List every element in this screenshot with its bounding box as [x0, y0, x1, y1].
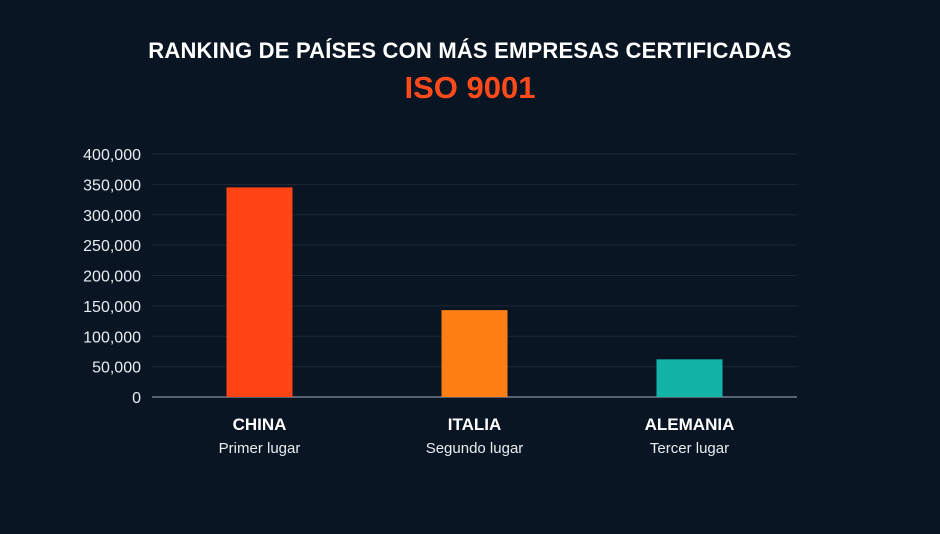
category-label: CHINA: [233, 415, 287, 434]
y-tick-label: 200,000: [83, 269, 141, 286]
y-tick-label: 300,000: [83, 208, 141, 225]
chart-subtitle: ISO 9001: [404, 70, 536, 105]
y-tick-label: 400,000: [83, 147, 141, 164]
chart-title: RANKING DE PAÍSES CON MÁS EMPRESAS CERTI…: [148, 38, 792, 63]
y-tick-label: 150,000: [83, 299, 141, 316]
y-tick-label: 0: [132, 390, 141, 407]
category-label: ITALIA: [448, 415, 502, 434]
y-tick-label: 50,000: [92, 360, 141, 377]
y-tick-label: 350,000: [83, 177, 141, 194]
y-tick-label: 250,000: [83, 238, 141, 255]
category-sublabel: Primer lugar: [219, 440, 301, 457]
bar-china: [226, 187, 293, 397]
bar-italia: [441, 310, 508, 397]
category-sublabel: Tercer lugar: [650, 440, 729, 457]
bar-alemania: [656, 359, 723, 397]
category-label: ALEMANIA: [645, 415, 735, 434]
y-tick-label: 100,000: [83, 329, 141, 346]
category-sublabel: Segundo lugar: [426, 440, 524, 457]
